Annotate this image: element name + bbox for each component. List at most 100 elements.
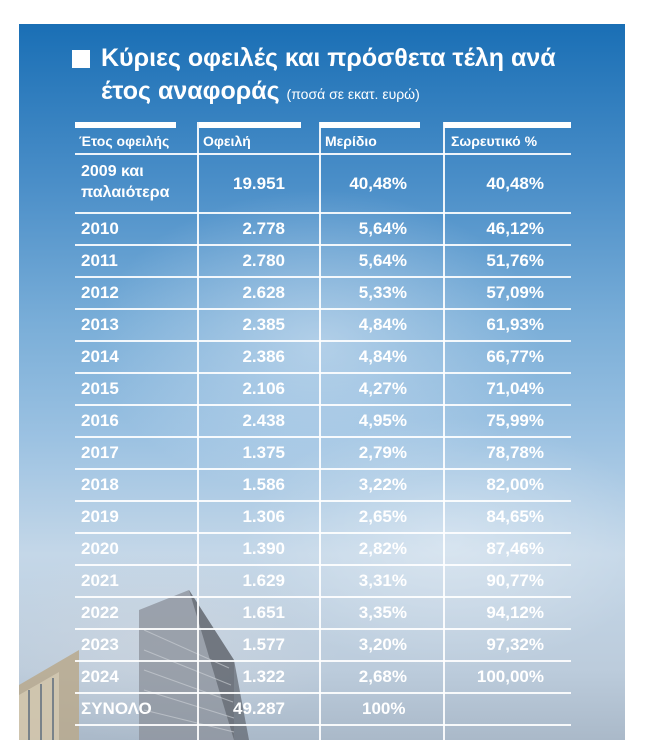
cell-year: 2024 bbox=[81, 667, 119, 686]
cell-year: 2014 bbox=[81, 347, 119, 366]
cell-year-line: 2009 και bbox=[81, 163, 144, 180]
cell-cumulative: 94,12% bbox=[486, 603, 544, 622]
cell-debt: 1.322 bbox=[242, 667, 285, 686]
cell-share: 3,22% bbox=[358, 475, 407, 494]
column-header-share: Μερίδιο bbox=[325, 133, 377, 149]
row-divider bbox=[75, 628, 571, 630]
cell-share: 2,68% bbox=[358, 667, 407, 686]
row-divider bbox=[75, 596, 571, 598]
column-header-cumulative: Σωρευτικό % bbox=[451, 133, 538, 149]
row-divider bbox=[75, 153, 571, 155]
title-square-icon bbox=[72, 50, 90, 68]
cell-cumulative: 82,00% bbox=[486, 475, 544, 494]
cell-year: 2021 bbox=[81, 571, 119, 590]
infographic-card: Κύριες οφειλές και πρόσθετα τέλη ανά έτο… bbox=[19, 24, 625, 740]
cell-cumulative: 66,77% bbox=[486, 347, 544, 366]
cell-share: 4,84% bbox=[358, 347, 407, 366]
column-divider-cumulative bbox=[443, 122, 445, 740]
cell-cumulative: 61,93% bbox=[486, 315, 544, 334]
title-unit-note: (ποσά σε εκατ. ευρώ) bbox=[286, 86, 420, 102]
cell-share: 4,27% bbox=[358, 379, 407, 398]
cell-share: 5,64% bbox=[358, 219, 407, 238]
header-bar-cumulative bbox=[444, 122, 571, 128]
cell-share: 4,84% bbox=[358, 315, 407, 334]
cell-share: 40,48% bbox=[349, 173, 407, 193]
cell-cumulative: 75,99% bbox=[486, 411, 544, 430]
cell-cumulative: 97,32% bbox=[486, 635, 544, 654]
cell-debt: 1.375 bbox=[242, 443, 285, 462]
column-header-year: Έτος οφειλής bbox=[79, 133, 170, 149]
cell-cumulative: 87,46% bbox=[486, 539, 544, 558]
debts-table: Έτος οφειλής Οφειλή Μερίδιο Σωρευτικό % 2009… bbox=[19, 24, 625, 740]
cell-year: 2015 bbox=[81, 379, 119, 398]
title-line-2: έτος αναφοράς (ποσά σε εκατ. ευρώ) bbox=[101, 75, 420, 111]
cell-year: 2018 bbox=[81, 475, 119, 494]
row-divider bbox=[75, 532, 571, 534]
column-divider-debt bbox=[197, 122, 199, 740]
row-divider bbox=[75, 724, 571, 726]
row-divider bbox=[75, 340, 571, 342]
header-bar-debt bbox=[199, 122, 301, 128]
row-divider bbox=[75, 564, 571, 566]
row-divider bbox=[75, 404, 571, 406]
row-divider bbox=[75, 468, 571, 470]
cell-share: 2,82% bbox=[358, 539, 407, 558]
cell-debt: 2.385 bbox=[242, 315, 285, 334]
cell-year: ΣΥΝΟΛΟ bbox=[81, 699, 152, 718]
cell-debt: 49.287 bbox=[233, 699, 285, 718]
column-header-debt: Οφειλή bbox=[203, 133, 251, 149]
cell-cumulative: 40,48% bbox=[486, 173, 544, 193]
row-divider bbox=[75, 308, 571, 310]
cell-share: 100% bbox=[362, 699, 406, 718]
title-line-2-text: έτος αναφοράς bbox=[101, 77, 280, 105]
row-divider bbox=[75, 692, 571, 694]
cell-cumulative: 100,00% bbox=[476, 667, 544, 686]
building-photo-background bbox=[19, 590, 249, 740]
cell-cumulative: 78,78% bbox=[486, 443, 544, 462]
row-divider bbox=[75, 244, 571, 246]
cell-year-line: παλαιότερα bbox=[81, 184, 170, 201]
cell-cumulative: 71,04% bbox=[486, 379, 544, 398]
cell-debt: 19.951 bbox=[233, 173, 285, 193]
cell-year: 2023 bbox=[81, 635, 119, 654]
row-divider bbox=[75, 276, 571, 278]
cell-debt: 2.778 bbox=[242, 219, 285, 238]
cell-debt: 2.106 bbox=[242, 379, 285, 398]
cell-year: 2011 bbox=[81, 251, 118, 270]
cell-debt: 1.586 bbox=[242, 475, 285, 494]
cell-share: 3,20% bbox=[358, 635, 407, 654]
cell-share: 2,65% bbox=[358, 507, 407, 526]
cell-share: 5,33% bbox=[358, 283, 407, 302]
cell-cumulative: 51,76% bbox=[486, 251, 544, 270]
cell-share: 2,79% bbox=[358, 443, 407, 462]
cell-debt: 1.390 bbox=[242, 539, 285, 558]
cell-debt: 2.628 bbox=[242, 283, 285, 302]
cell-year: 2012 bbox=[81, 283, 119, 302]
row-divider bbox=[75, 660, 571, 662]
cell-debt: 2.438 bbox=[242, 411, 285, 430]
cell-year: 2010 bbox=[81, 219, 119, 238]
cell-debt: 1.306 bbox=[242, 507, 285, 526]
cell-debt: 2.386 bbox=[242, 347, 285, 366]
cell-share: 3,31% bbox=[358, 571, 407, 590]
cell-share: 3,35% bbox=[358, 603, 407, 622]
header-bar-share bbox=[320, 122, 420, 128]
cell-cumulative: 84,65% bbox=[486, 507, 544, 526]
cell-debt: 1.629 bbox=[242, 571, 285, 590]
cell-year: 2016 bbox=[81, 411, 119, 430]
header-bar-year bbox=[75, 122, 176, 128]
title-line-1: Κύριες οφειλές και πρόσθετα τέλη ανά bbox=[101, 44, 556, 72]
cell-year: 2022 bbox=[81, 603, 119, 622]
cell-cumulative: 46,12% bbox=[486, 219, 544, 238]
column-divider-share bbox=[319, 122, 321, 740]
cell-debt: 1.651 bbox=[242, 603, 285, 622]
cell-share: 5,64% bbox=[358, 251, 407, 270]
cell-year: 2009 και παλαιότερα bbox=[81, 161, 169, 203]
cell-cumulative: 57,09% bbox=[486, 283, 544, 302]
cell-year: 2019 bbox=[81, 507, 119, 526]
cell-year: 2017 bbox=[81, 443, 119, 462]
cell-year: 2020 bbox=[81, 539, 119, 558]
row-divider bbox=[75, 212, 571, 214]
cell-debt: 1.577 bbox=[242, 635, 285, 654]
cell-cumulative: 90,77% bbox=[486, 571, 544, 590]
